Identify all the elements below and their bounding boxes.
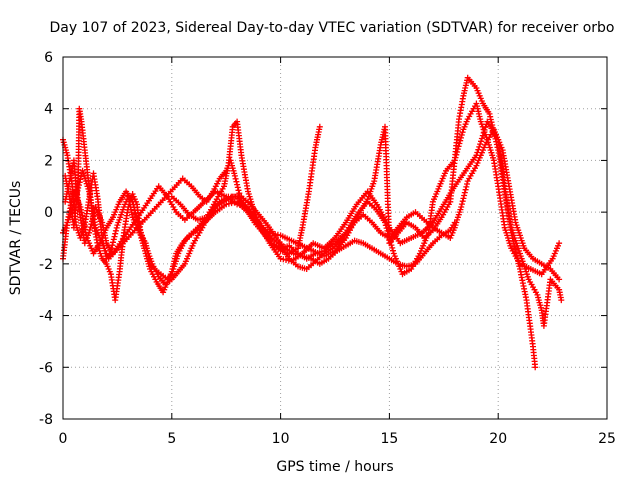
chart-title: Day 107 of 2023, Sidereal Day-to-day VTE… (50, 20, 615, 36)
series-trace (64, 77, 562, 327)
x-tick-label: 10 (272, 431, 290, 447)
y-tick-label: 6 (44, 50, 53, 66)
y-tick-label: 4 (44, 102, 53, 118)
y-tick-label: -8 (39, 412, 53, 428)
x-axis-label: GPS time / hours (276, 459, 393, 475)
series-track-6 (168, 193, 458, 270)
series-markers (168, 193, 458, 270)
y-tick-label: 2 (44, 153, 53, 169)
series-trace (64, 108, 321, 301)
y-tick-label: -4 (39, 309, 53, 325)
y-tick-label: -2 (39, 257, 53, 273)
y-tick-label: 0 (44, 205, 53, 221)
x-tick-label: 5 (167, 431, 176, 447)
x-tick-label: 25 (598, 431, 616, 447)
axis-ticks: 0 5 10 15 20 25 -8 -6 -4 -2 0 2 4 6 (39, 50, 616, 447)
y-tick-label: -6 (39, 360, 53, 376)
plot-frame (62, 56, 608, 420)
y-axis-label: SDTVAR / TECUs (8, 181, 24, 296)
data-series (60, 74, 565, 371)
x-tick-label: 15 (380, 431, 398, 447)
x-tick-label: 20 (489, 431, 507, 447)
x-tick-label: 0 (59, 431, 68, 447)
